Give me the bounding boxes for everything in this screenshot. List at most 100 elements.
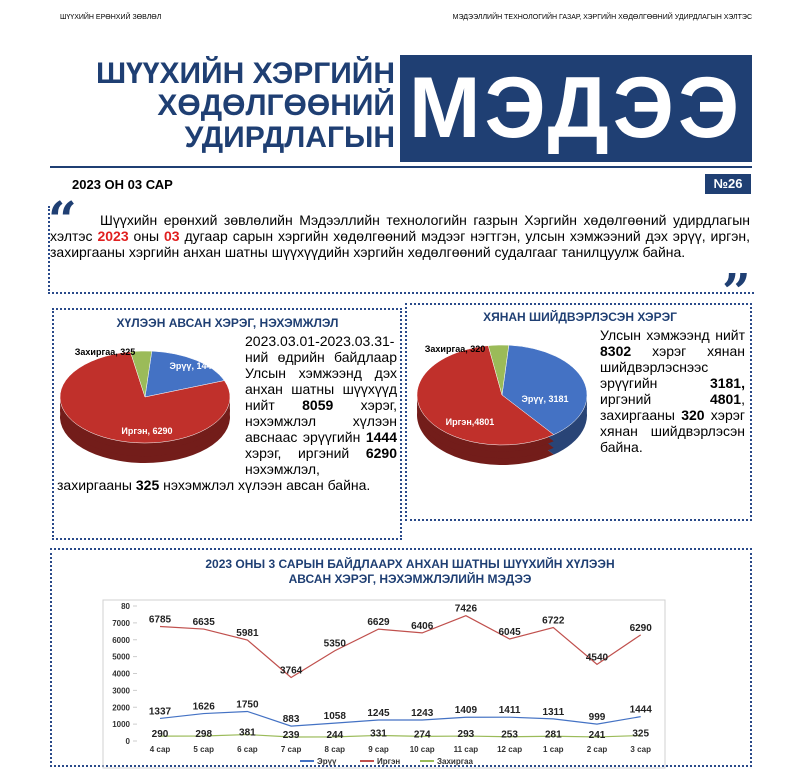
text-run: 8302 (600, 343, 632, 359)
x-tick-label: 8 сар (325, 745, 346, 754)
series-line (159, 733, 641, 738)
legend-label: Иргэн (377, 757, 400, 766)
data-label: 253 (501, 730, 518, 741)
text-run: хэрэг, нэхэмжлэл хүлээн авснаас эрүүгийн (245, 397, 397, 445)
data-label: 1243 (411, 708, 434, 719)
header-right: МЭДЭЭЛЛИЙН ТЕХНОЛОГИЙН ГАЗАР, ХЭРГИЙН ХӨ… (452, 14, 752, 21)
text-run: оны (128, 228, 164, 244)
text-run: Шүүхийн ерөнхий зөвлөлийн Мэдээллийн тех… (50, 212, 750, 244)
data-label: 6629 (367, 617, 390, 628)
data-label: 883 (283, 714, 300, 725)
data-label: Захиргаа, 325 (75, 347, 135, 357)
data-label: 244 (326, 730, 343, 741)
resolved-title: ХЯНАН ШИЙДВЭРЛЭСЭН ХЭРЭГ (483, 310, 677, 324)
close-quote: ” (722, 262, 751, 321)
y-tick-label: 4000 (112, 670, 130, 679)
text-run: 3181, (709, 375, 745, 391)
issue-number: №26 (705, 174, 751, 194)
data-label: 6290 (630, 623, 653, 634)
pie-slice (501, 344, 588, 435)
trend-title: 2023 ОНЫ 3 САРЫН БАЙДЛААРХ АНХАН ШАТНЫ Ш… (205, 557, 615, 586)
data-label: 1337 (149, 706, 172, 717)
x-tick-label: 5 сар (193, 745, 214, 754)
title-line: ШҮҮХИЙН ХЭРГИЙН (95, 57, 395, 90)
data-label: 293 (458, 729, 475, 740)
text-run: хэрэг хянан шийдвэрлэсэн байна. (600, 407, 745, 455)
big-title: МЭДЭЭ (400, 55, 752, 162)
text-run: 8059 (302, 397, 334, 413)
x-tick-label: 4 сар (150, 745, 171, 754)
data-label: 6785 (149, 615, 172, 626)
data-label: 5350 (324, 639, 347, 650)
data-label: 6406 (411, 621, 434, 632)
data-label: 1750 (236, 699, 259, 710)
segments: 2023.03.01-2023.03.31-ний өдрийн байдлаа… (57, 333, 397, 493)
data-label: 6722 (542, 616, 565, 627)
text-run: хэрэг хянан шийдвэрлэснээс эрүүгийн (600, 343, 745, 391)
resolved-panel (405, 303, 752, 521)
text-run: 03 (164, 228, 180, 244)
received-panel (52, 308, 402, 540)
data-label: 274 (414, 729, 431, 740)
y-tick-label: 6000 (112, 636, 130, 645)
data-label: 239 (283, 730, 300, 741)
data-label: 1245 (367, 708, 390, 719)
received-text: 2023.03.01-2023.03.31-ний өдрийн байдлаа… (57, 333, 397, 493)
data-label: 999 (589, 712, 606, 723)
pie-chart: Эрүү, 1444 Иргэн, 6290 Захиргаа, 325 (59, 347, 231, 463)
y-tick-label: 3000 (112, 686, 130, 695)
title-line: УДИРДЛАГЫН (184, 121, 395, 154)
intro-text: Шүүхийн ерөнхий зөвлөлийн Мэдээллийн тех… (50, 212, 750, 260)
x-tick-label: 7 сар (281, 745, 302, 754)
resolved-text: Улсын хэмжээнд нийт 8302 хэрэг хянан ший… (600, 327, 745, 455)
pie-slice (416, 345, 555, 446)
text-run: нэхэмжлэл хүлээн авсан байна. (159, 477, 371, 493)
open-quote: “ (48, 190, 77, 249)
x-tick-label: 9 сар (368, 745, 389, 754)
data-label: 6045 (498, 627, 521, 638)
data-label: 331 (370, 728, 387, 739)
data-label: 3764 (280, 665, 303, 676)
data-label: 6635 (193, 617, 216, 628)
data-label: 7426 (455, 604, 478, 615)
text-run: дугаар сарын хэргийн хөдөлгөөний мэдээг … (50, 228, 751, 260)
header-left: ШҮҮХИЙН ЕРӨНХИЙ ЗӨВЛӨЛ (60, 14, 162, 21)
data-label: 241 (589, 730, 606, 741)
x-tick-label: 3 сар (630, 745, 651, 754)
pie-slice (487, 344, 510, 396)
data-label: 4540 (586, 652, 609, 663)
text-run: 325 (135, 477, 160, 493)
issue-date: 2023 ОН 03 САР (72, 177, 173, 192)
x-tick-label: 2 сар (587, 745, 608, 754)
data-label: Эрүү, 1444 (170, 361, 217, 371)
trend-panel (50, 548, 752, 767)
data-label: Иргэн,4801 (446, 417, 495, 427)
text-run: нэхэмжлэл, захиргааны (57, 461, 320, 493)
text-run: 320 (681, 407, 705, 423)
text-run: 6290 (365, 445, 397, 461)
text-run: 1444 (365, 429, 397, 445)
legend-label: Захиргаа (437, 757, 473, 766)
x-tick-label: 10 сар (410, 745, 435, 754)
data-label: 1444 (630, 705, 653, 716)
pie-slice (130, 350, 153, 398)
x-tick-label: 12 сар (497, 745, 522, 754)
intro-box (48, 206, 754, 294)
pie-slice (59, 351, 231, 444)
series-line (159, 710, 641, 727)
text-run: иргэний (600, 391, 710, 407)
data-label: 325 (632, 729, 649, 740)
data-label: 381 (239, 728, 256, 739)
data-label: 1411 (499, 705, 521, 716)
data-label: 1409 (455, 705, 478, 716)
pie-chart: Эрүү, 3181 Иргэн,4801 Захиргаа, 320 (416, 344, 588, 465)
text-run: Улсын хэмжээнд нийт (600, 327, 745, 343)
x-tick-label: 1 сар (543, 745, 564, 754)
y-tick-label: 1000 (112, 720, 130, 729)
data-label: 298 (195, 729, 212, 740)
y-tick-label: 5000 (112, 653, 130, 662)
text-run: хэрэг, иргэний (245, 445, 366, 461)
plot-frame (102, 599, 666, 769)
data-label: 5981 (236, 628, 259, 639)
